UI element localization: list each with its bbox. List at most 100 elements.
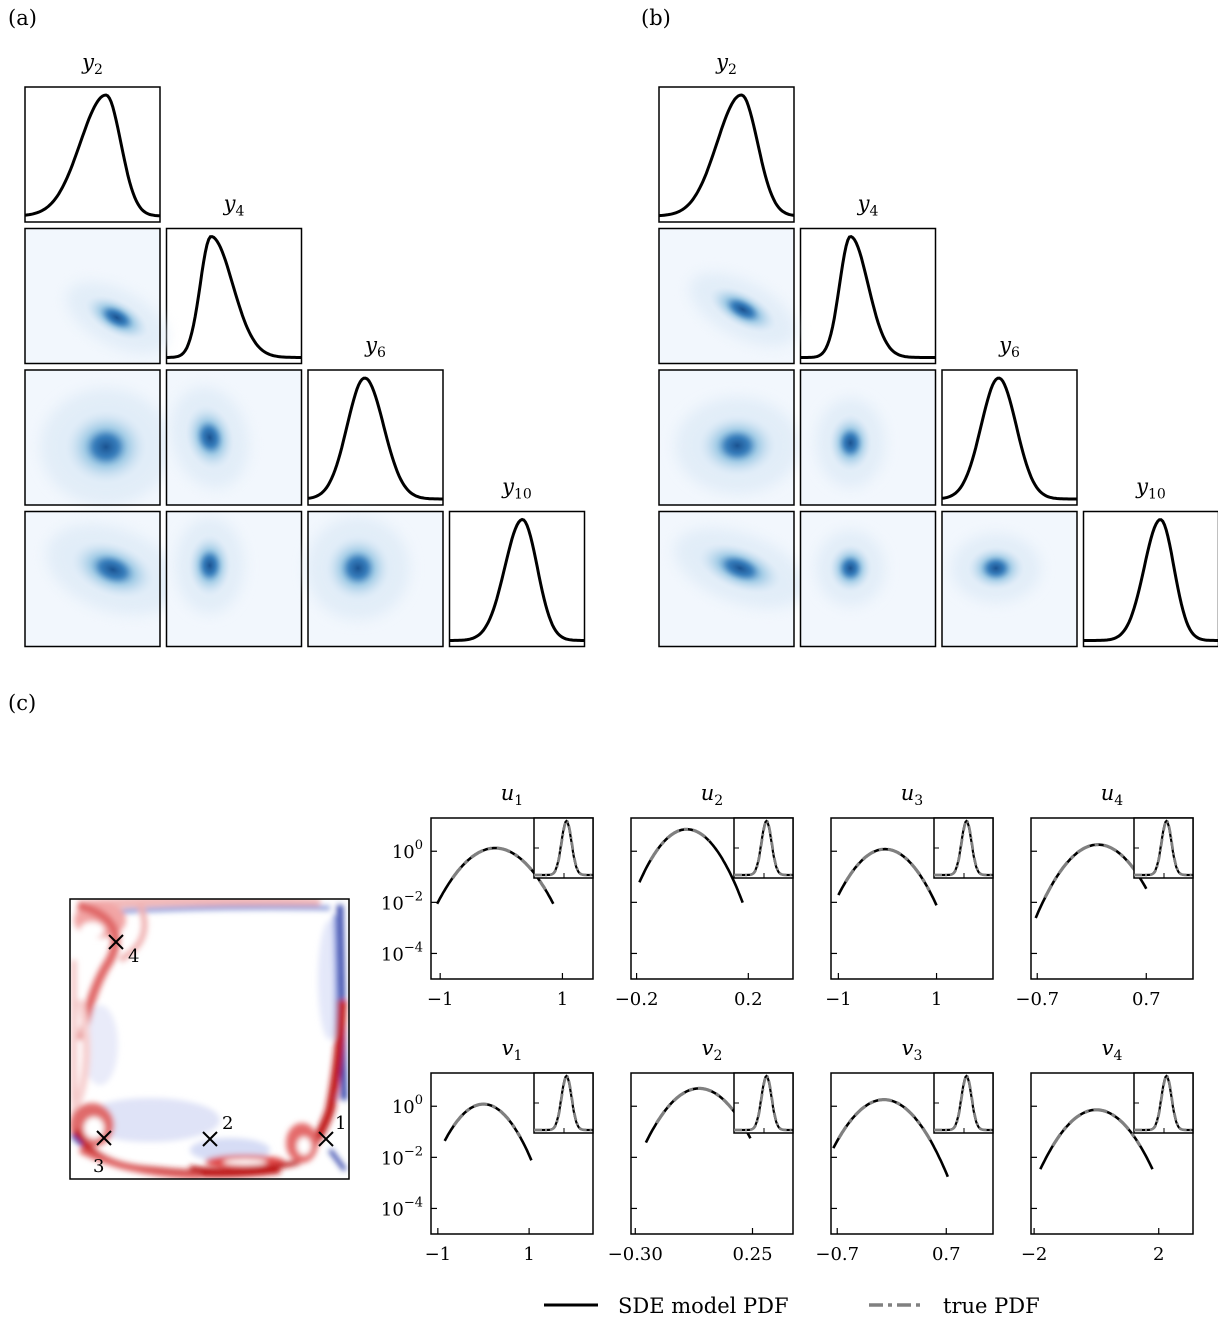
title-a-y6: y6 [364,333,386,361]
marginal-curve-y10 [1083,518,1218,642]
marginal-curve-y2 [658,93,795,218]
marginal-a-y6 [307,369,444,506]
joint-density-b-y10-y2 [658,510,807,648]
joint-frame [941,510,1078,648]
title-b-y2: y2 [715,50,737,78]
ytick-label: 10−2 [381,889,423,914]
xtick-label: −1 [425,1244,452,1265]
title-a-y10: y10 [501,475,532,503]
marginal-a-y4 [165,227,303,365]
inset-linear-pdf [1133,817,1194,879]
joint-frame [799,510,937,648]
legend-sde-label: SDE model PDF [618,1294,789,1318]
title-b-y10: y10 [1135,475,1166,503]
joint-frame [165,369,303,506]
panel-label-c: (c) [8,691,36,715]
joint-frame [165,510,303,648]
joint-frame [658,369,795,506]
legend: SDE model PDF true PDF [544,1294,1040,1318]
marginal-curve-y4 [166,235,302,359]
inset-linear-pdf [933,817,994,879]
marginal-frame [24,86,161,223]
pdf-plot-u1: 100 10−2 10−4 −1 1 u1 [381,781,594,1010]
inset-true-curve [534,1074,593,1132]
marginal-curve-y6 [941,376,1077,501]
joint-density-b-y4-y2 [658,227,797,365]
joint-frame [307,510,444,648]
title-b-y6: y6 [998,333,1020,361]
legend-true-label: true PDF [943,1294,1040,1318]
marginal-curve-y2 [24,93,160,218]
true-pdf-curve [649,827,711,862]
corner-plot-b: y2 y4 y6 y10 [658,50,1218,648]
probe-label-2: 2 [222,1113,233,1134]
inset-true-curve [1134,819,1193,877]
marginal-curve-y4 [800,235,936,359]
marginal-b-y10 [1082,510,1218,648]
xtick-label: −0.30 [608,1244,663,1265]
xtick-label: −2 [1021,1244,1048,1265]
marginal-frame [448,510,586,648]
marginal-b-y6 [941,369,1078,506]
xtick-label: 1 [557,989,568,1010]
xtick-label: 0.25 [732,1244,772,1265]
sde-pdf-curve [837,847,938,906]
xtick-label: −0.7 [815,1244,859,1265]
pdf-plot-v2: −0.30 0.25 v2 [608,1036,794,1265]
pdf-frame [830,1072,994,1235]
xtick-label: 0.7 [1132,989,1161,1010]
velocity-pdf-grid: 100 10−2 10−4 −1 1 u1 −0.2 0.2 u2 −1 1 u3 −0.7 0.7 u4 1… [381,781,1194,1265]
inset-linear-pdf [733,817,794,879]
pdf-title-v3: v3 [902,1036,923,1064]
ytick-label: 10−4 [381,1195,423,1220]
inset-true-curve [1134,1074,1193,1132]
true-pdf-curve [655,1086,744,1124]
joint-density-b-y6-y4 [799,369,937,506]
ytick-label: 100 [392,1093,423,1118]
pdf-title-u2: u2 [701,781,723,809]
xtick-label: 2 [1153,1244,1164,1265]
marginal-frame [1082,510,1218,648]
cavity-frame [69,898,350,1180]
marginal-b-y2 [658,86,795,223]
joint-frame [24,369,161,506]
pdf-title-v1: v1 [502,1036,523,1064]
title-a-y4: y4 [223,192,245,220]
probe-marker-1: 1 [318,1113,346,1147]
joint-density-a-y6-y4 [165,369,303,506]
joint-density-a-y10-y4 [165,510,303,648]
cavity-vorticity-map: 1 2 3 4 [69,898,350,1180]
marginal-frame [165,227,303,365]
xtick-label: −1 [427,989,454,1010]
corner-plot-a: y2 y4 y6 y10 [24,50,586,648]
xtick-label: 0.7 [932,1244,961,1265]
panel-label-a: (a) [8,6,37,30]
xtick-label: 1 [931,989,942,1010]
joint-density-b-y10-y6 [941,510,1078,648]
true-pdf-curve [1051,1108,1142,1147]
joint-density-a-y4-y2 [24,227,168,365]
probe-marker-3: 3 [93,1130,112,1177]
pdf-title-u4: u4 [1101,781,1124,809]
marginal-frame [799,227,937,365]
inset-true-curve [934,1074,993,1132]
pdf-title-u1: u1 [501,781,523,809]
true-pdf-curve [451,846,547,891]
inset-true-curve [934,819,993,877]
ytick-label: 10−2 [381,1144,423,1169]
inset-linear-pdf [533,1072,594,1134]
marginal-a-y10 [448,510,586,648]
pdf-plot-u3: −1 1 u3 [825,781,994,1010]
title-b-y4: y4 [857,192,879,220]
pdf-plot-u4: −0.7 0.7 u4 [1015,781,1194,1010]
pdf-title-u3: u3 [901,781,923,809]
inset-linear-pdf [533,817,594,879]
probe-label-4: 4 [128,946,139,967]
pdf-title-v4: v4 [1102,1036,1123,1064]
probe-marker-2: 2 [202,1113,233,1147]
xtick-label: −1 [825,989,852,1010]
marginal-a-y2 [24,86,161,223]
vorticity-field [70,899,347,1179]
probe-marker-4: 4 [108,934,139,967]
joint-frame [799,369,937,506]
